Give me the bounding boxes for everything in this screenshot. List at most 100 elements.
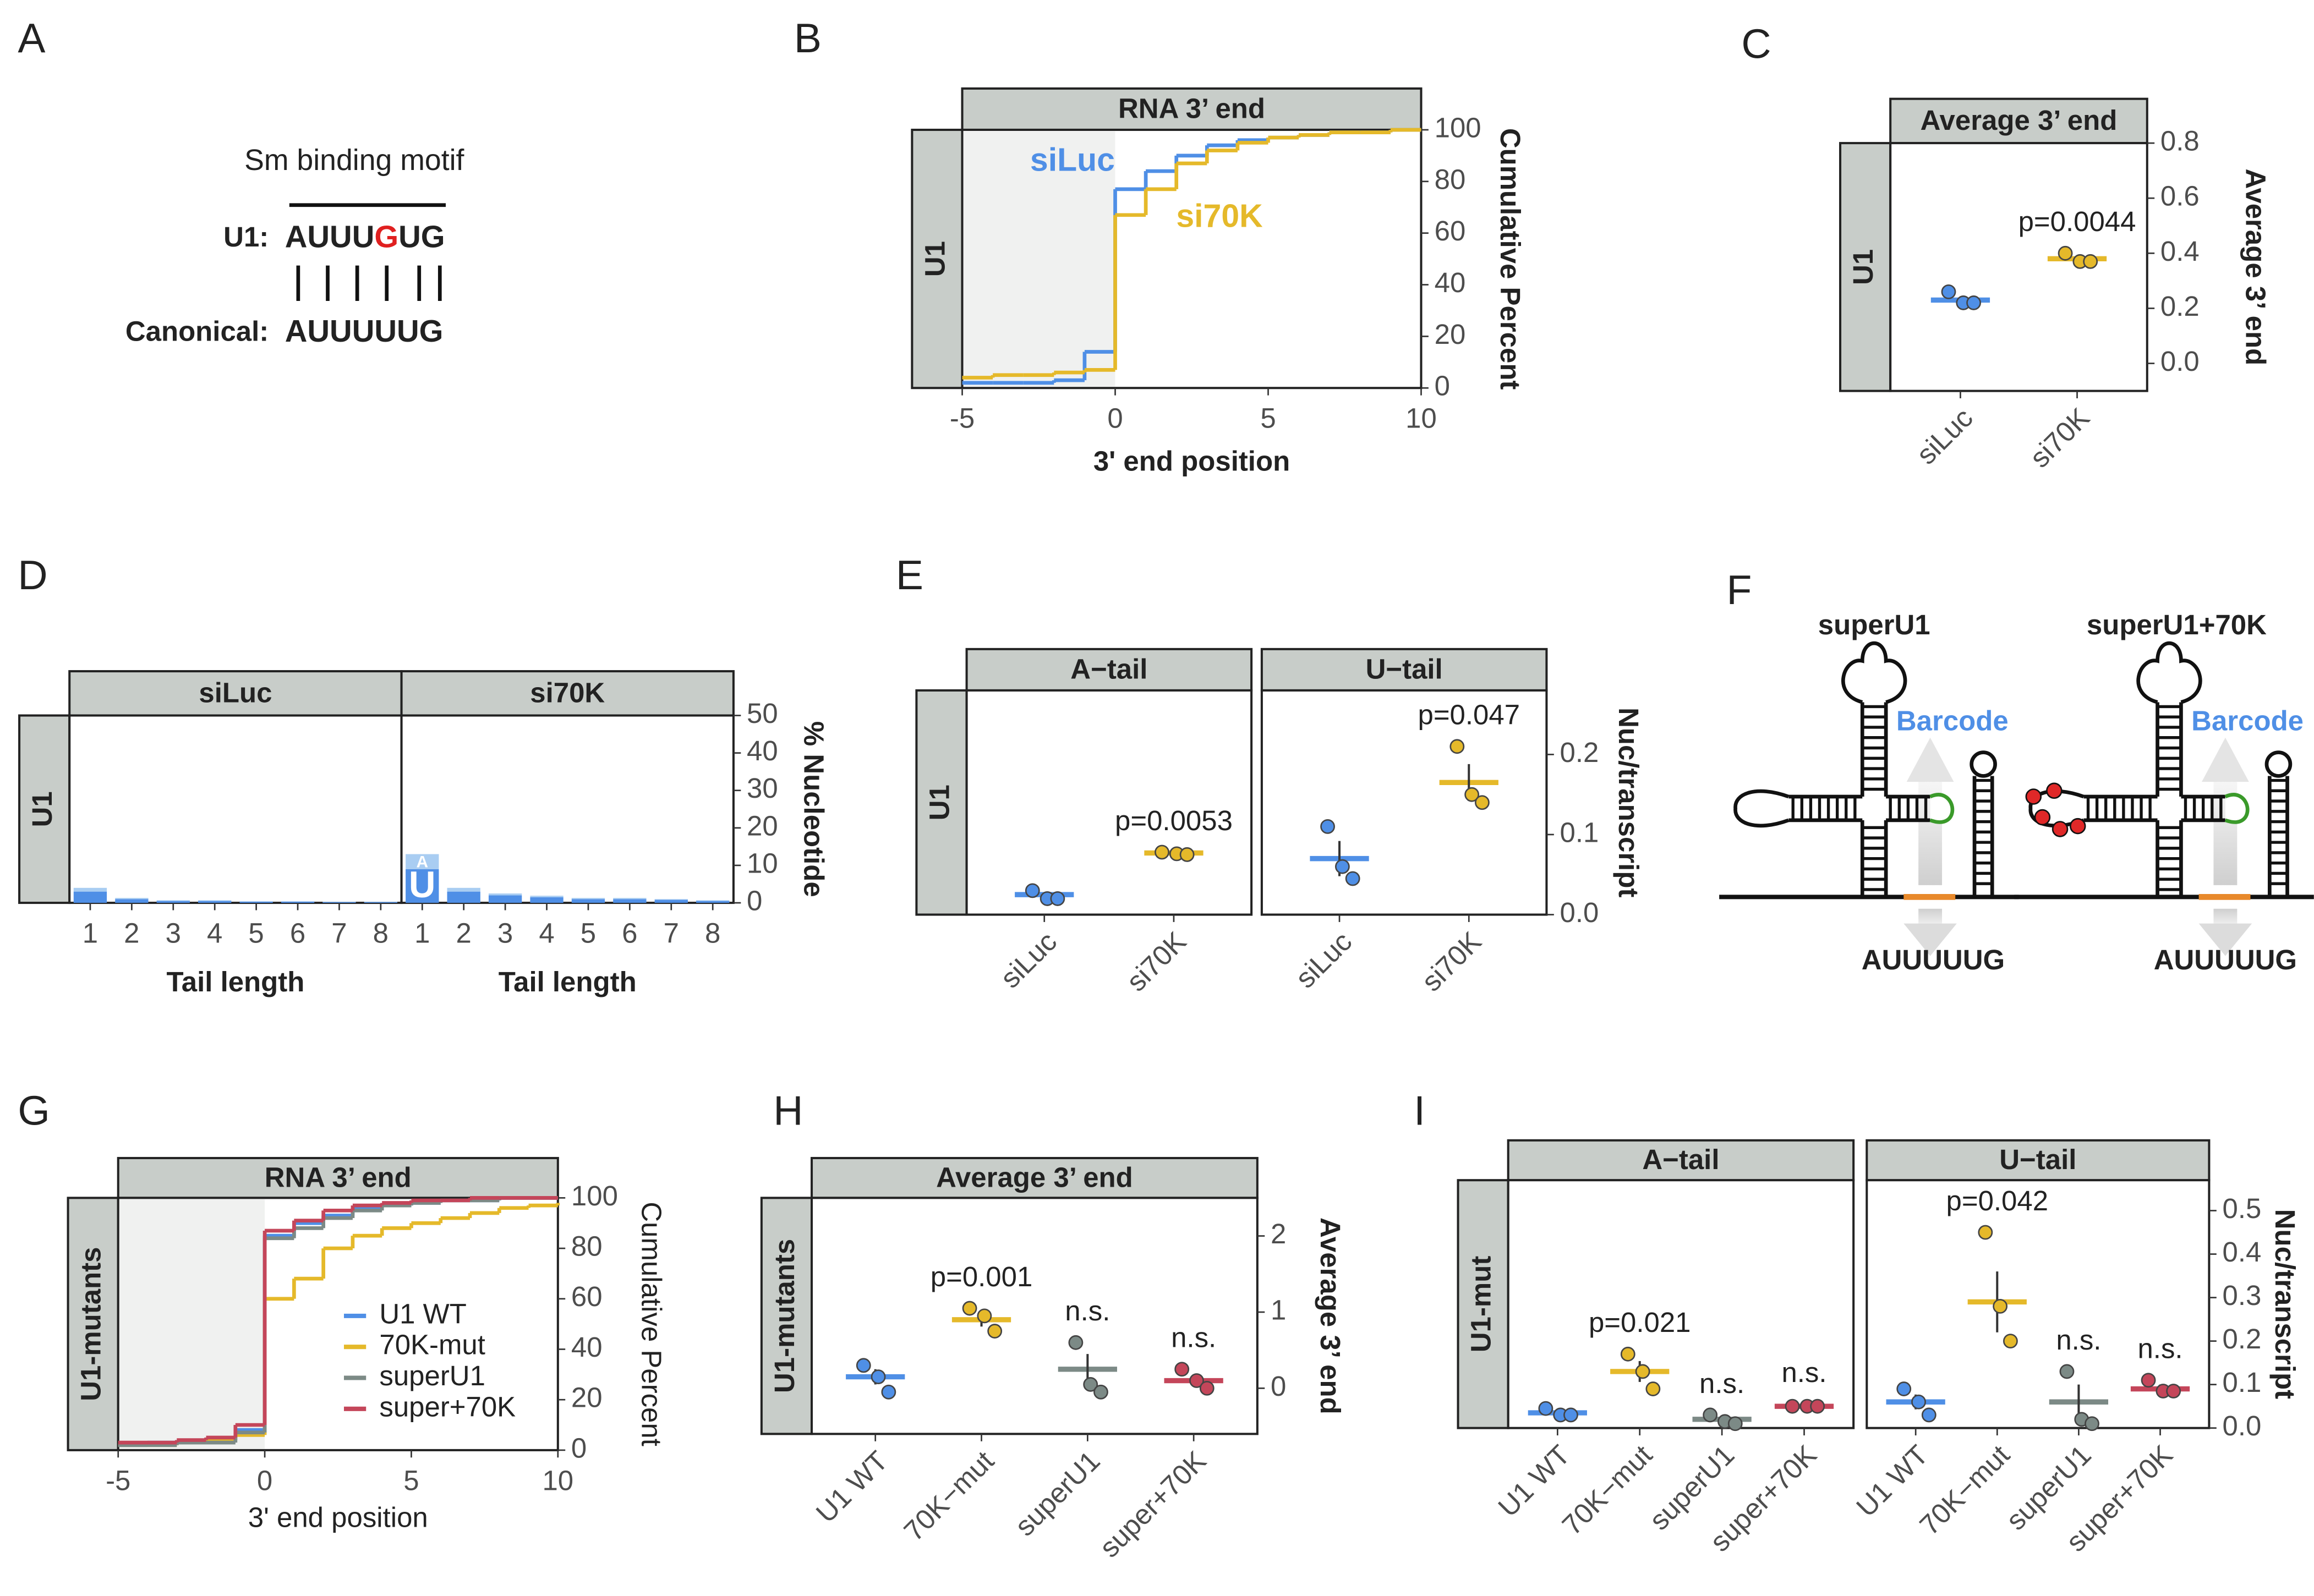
- data-point: [856, 1358, 871, 1373]
- panel-label: C: [1741, 21, 1771, 67]
- legend-label: super+70K: [379, 1391, 516, 1422]
- row-strip: [915, 689, 968, 916]
- y-tick-label: 0.4: [2160, 235, 2200, 267]
- shaded-region: [119, 1199, 265, 1449]
- x-tick-label: 7: [664, 918, 679, 949]
- panel-f: superU1 superU1+70K Barcode Barcode AUUU…: [1719, 609, 2314, 975]
- series-label: si70K: [1176, 198, 1263, 234]
- data-point: [1025, 883, 1040, 898]
- logo-stack: [571, 899, 605, 903]
- data-point: [1635, 1364, 1650, 1379]
- motif-label: AUUUUUG: [1862, 944, 2005, 975]
- data-point: [1050, 891, 1065, 906]
- data-point: [962, 1301, 977, 1316]
- sequence-part: UG: [398, 219, 445, 254]
- facet-title: si70K: [530, 677, 605, 708]
- row-strip-label: U1: [923, 785, 955, 820]
- rna-structure: [1719, 643, 2018, 956]
- logo-stack: [571, 898, 605, 900]
- logo-letter: U: [409, 864, 436, 906]
- y-axis-title: Nuc/transcript: [2269, 1209, 2301, 1399]
- x-tick-label: super+70K: [1093, 1445, 1212, 1564]
- x-tick-label: 5: [403, 1465, 419, 1496]
- x-tick-label: superU1: [1009, 1445, 1106, 1542]
- y-tick-label: 20: [1435, 319, 1466, 350]
- panel-label: E: [896, 552, 923, 598]
- y-tick-label: 100: [571, 1180, 618, 1211]
- x-tick-label: -5: [106, 1465, 130, 1496]
- sequence: AUUUGUG: [285, 219, 445, 254]
- y-tick-label: 0.5: [2223, 1193, 2262, 1224]
- motif-label: AUUUUUG: [2154, 944, 2297, 975]
- data-point: [1921, 1407, 1936, 1423]
- logo-stack: [73, 887, 107, 892]
- logo-stack: [613, 899, 647, 903]
- x-tick-label: si70K: [1120, 925, 1192, 997]
- x-tick-label: 70K−mut: [1556, 1439, 1658, 1541]
- plot-panel: [1507, 1179, 1855, 1429]
- data-point: [977, 1308, 992, 1324]
- panel-label: F: [1727, 567, 1752, 613]
- x-axis-title: Tail length: [499, 966, 637, 997]
- sequence-mismatch: G: [374, 219, 398, 254]
- data-point: [881, 1384, 896, 1400]
- panel-label: D: [18, 552, 47, 598]
- data-point: [1978, 1225, 1993, 1240]
- x-tick-label: 8: [705, 918, 720, 949]
- logo-stack: [530, 897, 564, 903]
- y-tick-label: 10: [747, 847, 778, 879]
- facet-title: U−tail: [1999, 1144, 2076, 1175]
- x-tick-label: siLuc: [1289, 925, 1358, 994]
- data-point: [871, 1369, 886, 1385]
- annotation: n.s.: [2137, 1333, 2182, 1364]
- y-axis-title: % Nucleotide: [798, 721, 830, 897]
- x-tick-label: U1 WT: [810, 1445, 894, 1528]
- y-tick-label: 0.3: [2223, 1280, 2262, 1311]
- x-tick-label: 2: [456, 918, 472, 949]
- data-point: [1785, 1398, 1800, 1414]
- legend-label: 70K-mut: [379, 1329, 485, 1361]
- data-point: [1189, 1373, 1204, 1388]
- x-axis-title: Tail length: [166, 966, 304, 997]
- logo-stack: [198, 900, 232, 901]
- logo-stack: [696, 901, 730, 903]
- x-tick-label: 4: [539, 918, 554, 949]
- data-point: [1620, 1346, 1635, 1362]
- plot-panel: [1889, 142, 2148, 392]
- row-strip-label: U1: [1847, 249, 1879, 285]
- row-strip: [911, 128, 964, 390]
- y-tick-label: 0.0: [1560, 897, 1599, 928]
- x-tick-label: 7: [331, 918, 347, 949]
- mutation-dots: [2025, 782, 2086, 837]
- x-tick-label: 3: [497, 918, 513, 949]
- facet-title: RNA 3’ end: [265, 1161, 412, 1193]
- annotation: p=0.021: [1589, 1307, 1691, 1338]
- facet-title: Average 3’ end: [1921, 105, 2118, 136]
- rna-structure: [2014, 643, 2313, 956]
- data-point: [987, 1324, 1003, 1339]
- y-tick-label: 80: [571, 1231, 603, 1262]
- logo-stack: [406, 854, 439, 869]
- panel-label: A: [18, 15, 45, 61]
- y-tick-label: 80: [1435, 163, 1466, 195]
- panel-label: I: [1414, 1087, 1425, 1133]
- data-point: [1474, 795, 1490, 810]
- logo-stack: [447, 891, 480, 903]
- y-tick-label: 30: [747, 772, 778, 804]
- row-strip: [1839, 142, 1892, 392]
- y-tick-label: 0: [1271, 1370, 1286, 1402]
- y-tick-label: 0: [571, 1432, 587, 1463]
- y-tick-label: 60: [1435, 215, 1466, 246]
- data-point: [1345, 871, 1360, 886]
- data-point: [1334, 859, 1350, 874]
- panel-labels: A B C D E F G H I: [18, 15, 1771, 1133]
- y-axis-title: Average 3’ end: [2240, 169, 2271, 366]
- logo-stack: [322, 902, 356, 903]
- y-tick-label: 0.0: [2223, 1410, 2262, 1441]
- data-point: [2058, 245, 2073, 261]
- annotation: p=0.0053: [1115, 805, 1233, 836]
- facet-title: siLuc: [199, 677, 272, 708]
- logo-stack: [239, 902, 273, 903]
- x-tick-label: 0: [1107, 403, 1123, 434]
